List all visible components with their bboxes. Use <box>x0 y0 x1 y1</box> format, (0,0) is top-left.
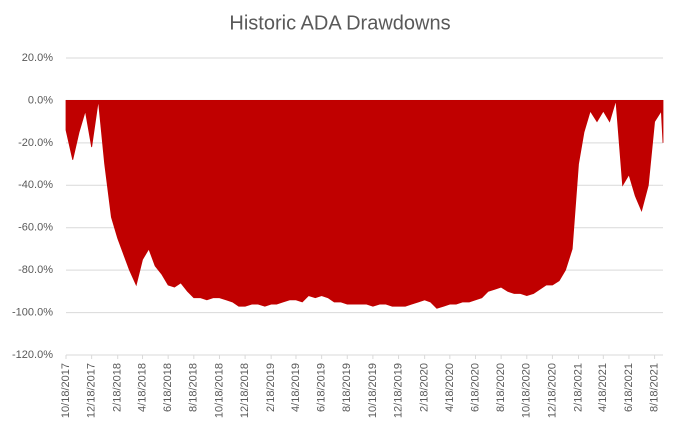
x-tick-label: 10/18/2018 <box>213 363 225 418</box>
x-tick-label: 4/18/2020 <box>444 363 456 412</box>
x-tick-label: 8/18/2018 <box>188 363 200 412</box>
x-tick-label: 10/18/2017 <box>60 363 72 418</box>
y-tick-label: 0.0% <box>28 94 53 106</box>
x-tick-label: 6/18/2021 <box>623 363 635 412</box>
y-tick-label: -20.0% <box>18 137 53 149</box>
y-tick-label: -40.0% <box>18 179 53 191</box>
x-tick-label: 10/18/2019 <box>367 363 379 418</box>
x-tick-label: 12/18/2017 <box>86 363 98 418</box>
x-tick-label: 4/18/2019 <box>290 363 302 412</box>
x-tick-label: 2/18/2019 <box>265 363 277 412</box>
x-tick-label: 12/18/2020 <box>546 363 558 418</box>
x-tick-label: 8/18/2020 <box>495 363 507 412</box>
chart-title: Historic ADA Drawdowns <box>229 12 450 34</box>
x-tick-label: 2/18/2021 <box>572 363 584 412</box>
area <box>65 100 664 309</box>
x-tick-label: 10/18/2020 <box>521 363 533 418</box>
y-tick-label: -100.0% <box>12 306 53 318</box>
y-tick-label: 20.0% <box>22 52 53 64</box>
x-tick-label: 2/18/2020 <box>419 363 431 412</box>
x-tick-label: 6/18/2019 <box>316 363 328 412</box>
y-tick-label: -120.0% <box>12 349 53 361</box>
x-tick-label: 4/18/2018 <box>136 363 148 412</box>
x-tick-label: 8/18/2019 <box>341 363 353 412</box>
x-tick-label: 6/18/2020 <box>469 363 481 412</box>
y-tick-label: -60.0% <box>18 222 53 234</box>
x-tick-label: 12/18/2018 <box>239 363 251 418</box>
x-tick-label: 2/18/2018 <box>112 363 124 412</box>
x-tick-label: 6/18/2018 <box>162 363 174 412</box>
y-tick-label: -80.0% <box>18 264 53 276</box>
x-tick-label: 4/18/2021 <box>597 363 609 412</box>
x-tick-label: 12/18/2019 <box>392 363 404 418</box>
x-tick-label: 8/18/2021 <box>648 363 660 412</box>
